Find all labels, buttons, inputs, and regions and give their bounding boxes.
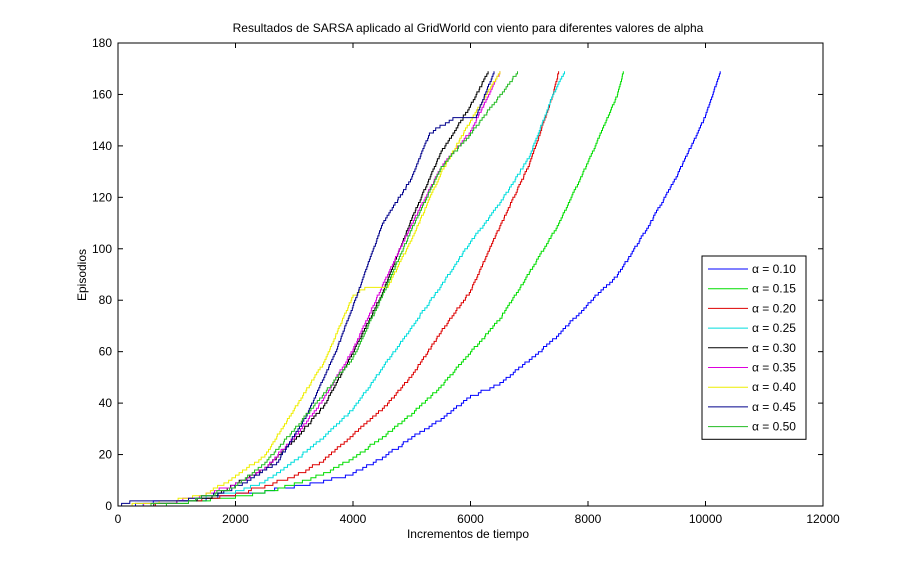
x-tick-label: 4000 [340, 512, 367, 526]
axes: 0 2000 4000 6000 8000 10000 12000 0 20 40 60 80 100 1… [92, 36, 840, 526]
legend-label-8: α = 0.50 [752, 420, 796, 434]
series-line-4 [118, 71, 489, 507]
series-line-3 [118, 71, 565, 507]
legend-label-2: α = 0.20 [752, 301, 796, 315]
x-tick-label: 2000 [222, 512, 249, 526]
series-line-6 [118, 71, 501, 507]
legend-label-4: α = 0.30 [752, 341, 796, 355]
legend: α = 0.10 α = 0.15 α = 0.20 α = 0.25 α = 0.30… [701, 255, 807, 440]
series-line-7 [118, 71, 495, 507]
y-tick-label: 140 [92, 139, 112, 153]
x-tick-label: 6000 [457, 512, 484, 526]
legend-label-0: α = 0.10 [752, 262, 796, 276]
series-line-0 [118, 71, 721, 507]
legend-label-7: α = 0.45 [752, 400, 796, 414]
legend-label-1: α = 0.15 [752, 282, 796, 296]
y-tick-label: 100 [92, 242, 112, 256]
series-line-5 [118, 71, 501, 507]
y-axis-label: Episodios [75, 249, 89, 301]
x-tick-label: 8000 [575, 512, 602, 526]
y-tick-label: 80 [99, 293, 113, 307]
y-tick-label: 20 [99, 448, 113, 462]
y-tick-label: 60 [99, 345, 113, 359]
y-tick-label: 0 [105, 499, 112, 513]
chart-title: Resultados de SARSA aplicado al GridWorl… [233, 21, 704, 35]
series-layer [118, 71, 721, 507]
y-tick-label: 40 [99, 396, 113, 410]
x-tick-label: 10000 [689, 512, 723, 526]
legend-label-5: α = 0.35 [752, 361, 796, 375]
x-axis-label: Incrementos de tiempo [407, 527, 529, 541]
series-line-2 [118, 71, 560, 507]
legend-label-3: α = 0.25 [752, 321, 796, 335]
x-tick-label: 12000 [806, 512, 840, 526]
series-line-1 [118, 71, 624, 507]
x-tick-label: 0 [115, 512, 122, 526]
y-tick-label: 160 [92, 87, 112, 101]
legend-label-6: α = 0.40 [752, 380, 796, 394]
y-tick-label: 180 [92, 36, 112, 50]
series-line-8 [118, 71, 518, 507]
y-tick-label: 120 [92, 190, 112, 204]
